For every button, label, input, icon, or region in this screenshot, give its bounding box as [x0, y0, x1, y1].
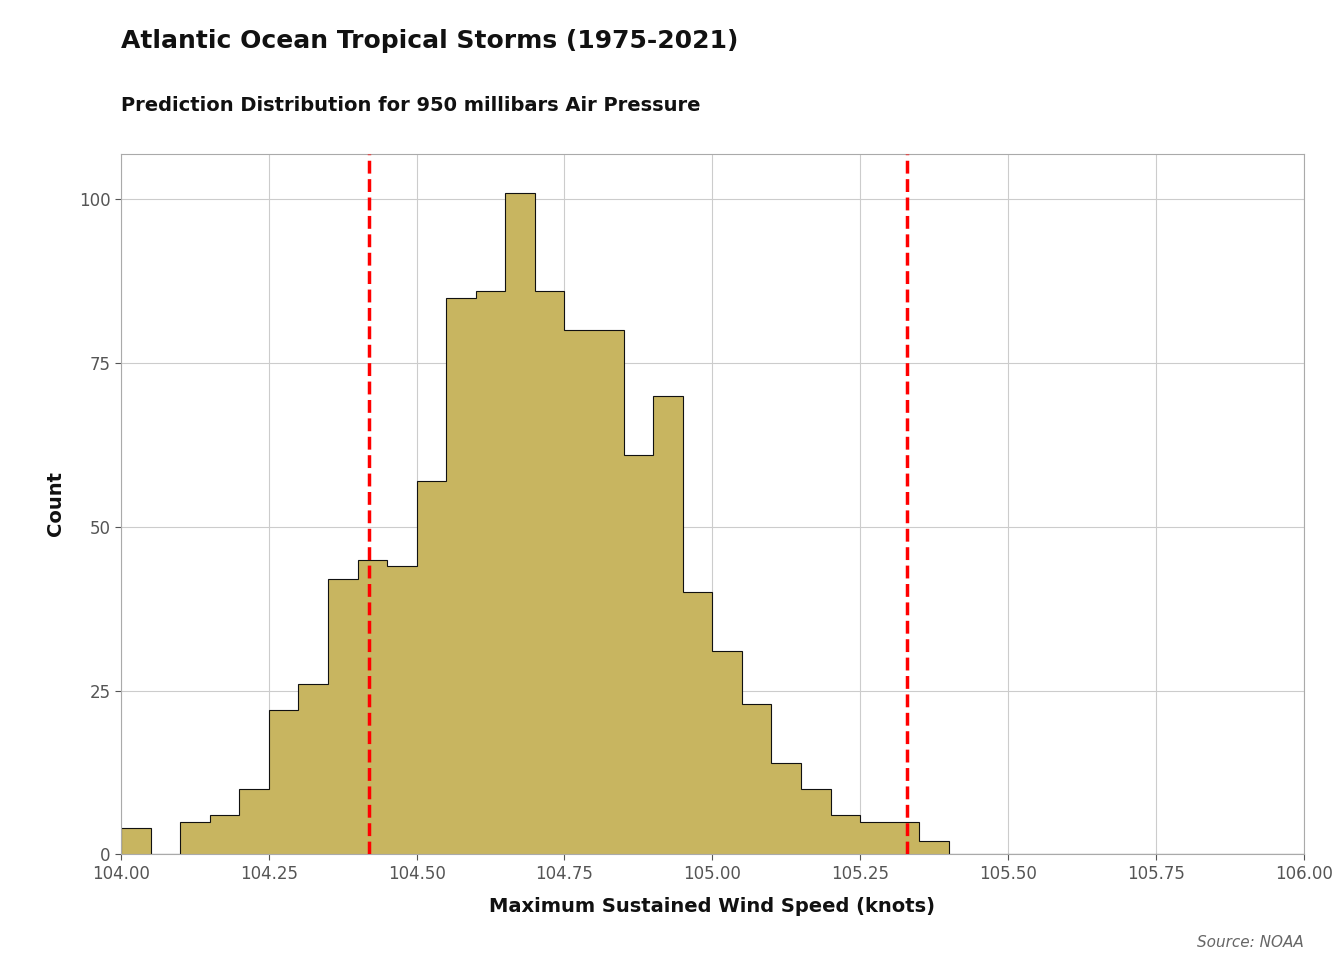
Text: Prediction Distribution for 950 millibars Air Pressure: Prediction Distribution for 950 millibar…	[121, 96, 700, 115]
Text: Source: NOAA: Source: NOAA	[1198, 935, 1304, 950]
Text: Atlantic Ocean Tropical Storms (1975-2021): Atlantic Ocean Tropical Storms (1975-202…	[121, 29, 738, 53]
Y-axis label: Count: Count	[46, 471, 65, 537]
X-axis label: Maximum Sustained Wind Speed (knots): Maximum Sustained Wind Speed (knots)	[489, 897, 935, 916]
